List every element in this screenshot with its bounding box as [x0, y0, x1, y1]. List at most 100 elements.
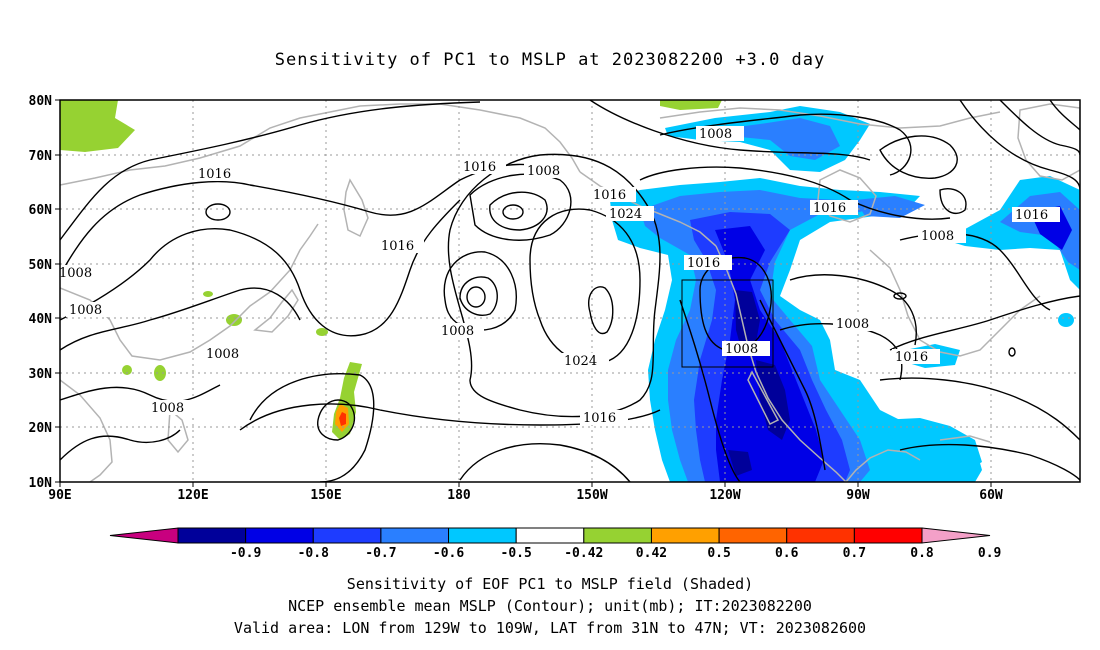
colorbar-label: 0.8: [910, 546, 934, 561]
lat-label: 40N: [29, 312, 53, 327]
lon-label: 180: [447, 488, 471, 503]
contour-label: 1008: [441, 324, 474, 339]
contour-north-2: [60, 163, 561, 276]
contour-label: 1008: [59, 266, 92, 281]
shade-blue-core-1: [735, 290, 760, 352]
lon-label: 120E: [177, 488, 208, 503]
contour-label: 1016: [1015, 208, 1048, 223]
lon-label: 60W: [979, 488, 1003, 503]
colorbar-swatch: [515, 527, 585, 544]
colorbar-label: 0.5: [707, 546, 730, 561]
valid-area-box: [681, 279, 774, 368]
contour-na-mid-3: [789, 274, 917, 346]
colorbar-swatch: [650, 527, 720, 544]
contour-label: 1008: [836, 317, 869, 332]
contour-southeast: [879, 377, 1080, 441]
lat-label: 60N: [29, 203, 53, 218]
contour-label: 1008: [527, 164, 560, 179]
contour-label: 1008: [206, 347, 239, 362]
contour-label: 1008: [921, 229, 954, 244]
lat-label: 10N: [29, 476, 53, 491]
colorbar-label: -0.7: [365, 546, 396, 561]
contour-pacific-low-1: [443, 251, 517, 331]
contour-east-ring-1: [939, 188, 967, 215]
contour-1024-high: [588, 286, 614, 335]
lat-label: 50N: [29, 258, 53, 273]
contour-label: 1008: [725, 342, 758, 357]
caption-line-3: Valid area: LON from 129W to 109W, LAT f…: [233, 619, 867, 637]
colorbar-swatch: [718, 527, 788, 544]
colorbar-label: 0.9: [978, 546, 1001, 561]
coast-baja: [747, 370, 780, 426]
contour-typhoon-2: [249, 373, 375, 482]
colorbar-swatch: [177, 527, 247, 544]
colorbar-swatch: [312, 527, 382, 544]
coast-asia-north: [60, 103, 581, 186]
contour-label: 1016: [895, 350, 928, 365]
shade-green-small-5: [122, 365, 132, 375]
coast-kamchatka: [343, 178, 369, 238]
colorbar-swatch: [448, 527, 517, 544]
shade-green-small-3: [316, 328, 328, 336]
coast-east-asia: [60, 223, 319, 361]
contour-1016-east: [889, 295, 1080, 351]
colorbar-label: -0.5: [501, 546, 532, 561]
contour-east-3: [1049, 100, 1080, 131]
contour-label: 1016: [381, 239, 414, 254]
shade-green-small-1: [203, 291, 213, 297]
mslp-contours: [60, 100, 1080, 482]
colorbar-label: -0.42: [564, 546, 603, 561]
grid-lines: [60, 100, 1080, 482]
shade-blue-gulf: [855, 196, 925, 218]
contour-ring-1: [205, 203, 231, 221]
colorbar-swatch: [786, 527, 855, 544]
axis-ticks: [55, 99, 992, 487]
colorbar-right-arrow: [921, 527, 991, 544]
lat-label: 80N: [29, 94, 53, 109]
lat-label: 30N: [29, 367, 53, 382]
contour-aleutian-low-3: [502, 204, 524, 220]
contour-pacific-low-2: [459, 276, 498, 316]
coast-japan: [253, 288, 299, 333]
contour-asia-3: [60, 384, 221, 402]
contour-southeast-2: [899, 443, 1080, 481]
contour-ring-na: [893, 292, 907, 300]
shade-green-north-pacific: [660, 100, 722, 110]
colorbar-label: 0.7: [843, 546, 866, 561]
shade-green-northwest: [60, 100, 135, 152]
shade-blue-east-6: [1058, 313, 1074, 327]
caption-line-1: Sensitivity of EOF PC1 to MSLP field (Sh…: [346, 575, 754, 593]
colorbar-label: -0.8: [298, 546, 329, 561]
contour-arctic-3: [879, 135, 958, 179]
shade-green-small-4: [154, 365, 166, 381]
contour-asia-2: [60, 287, 301, 351]
contour-aleutian-low-2: [489, 191, 548, 231]
contour-arctic-2: [589, 100, 871, 161]
contour-label: 1016: [813, 201, 846, 216]
coast-gulf-mexico: [845, 449, 921, 482]
colorbar: [109, 527, 991, 544]
coast-arctic: [659, 107, 1001, 129]
lat-label: 70N: [29, 149, 53, 164]
colorbar-label: -0.6: [433, 546, 464, 561]
contour-1008-arctic: [659, 113, 912, 176]
map-frame: [59, 99, 1081, 483]
lon-label: 150W: [576, 488, 607, 503]
contour-ring-east: [1008, 347, 1016, 357]
latitude-labels: 80N 70N 60N 50N 40N 30N 20N 10N: [29, 94, 53, 491]
contour-label: 1024: [564, 354, 597, 369]
contour-label: 1016: [463, 160, 496, 175]
coast-philippines: [167, 408, 189, 454]
contour-north-1: [60, 101, 481, 241]
lon-label: 120W: [709, 488, 740, 503]
colorbar-swatch: [583, 527, 652, 544]
contour-label: 1016: [198, 167, 231, 182]
colorbar-swatch: [380, 527, 450, 544]
contour-1016-nw-america: [639, 166, 951, 220]
contour-asia-1: [60, 199, 461, 337]
contour-typhoon-1: [317, 399, 356, 441]
contour-asia-4: [60, 429, 181, 461]
coast-indochina: [60, 379, 113, 482]
colorbar-label: 0.42: [636, 546, 667, 561]
map-title: Sensitivity of PC1 to MSLP at 2023082200…: [274, 50, 826, 70]
